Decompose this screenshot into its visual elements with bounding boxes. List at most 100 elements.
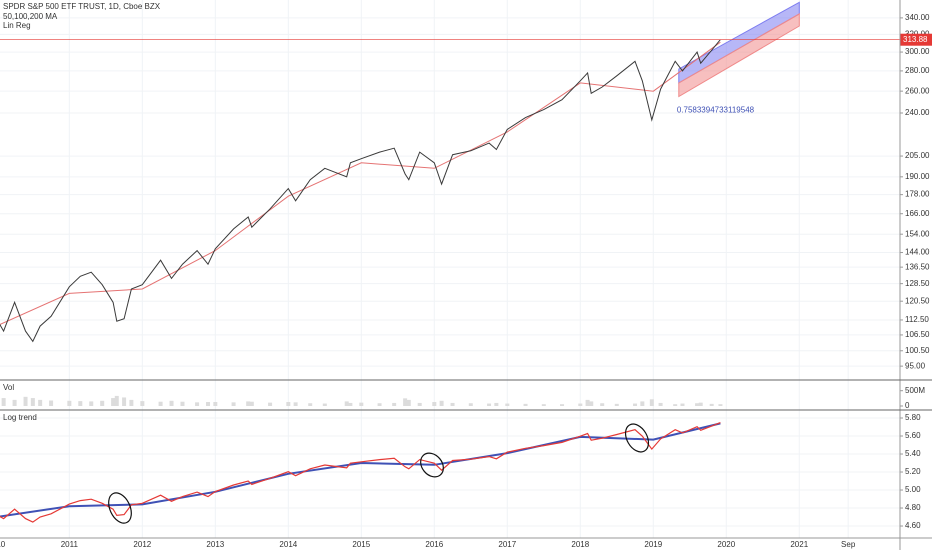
volume-bar	[600, 403, 605, 406]
volume-bar	[403, 398, 408, 406]
y-tick-label: 120.50	[905, 296, 930, 305]
volume-bar	[417, 402, 422, 406]
indicator-label: Lin Reg	[3, 21, 31, 30]
volume-bar	[78, 401, 83, 406]
x-tick-label: 2017	[498, 540, 516, 549]
volume-bar	[560, 404, 565, 406]
volume-bar	[129, 399, 134, 406]
volume-bar	[658, 402, 663, 406]
x-tick-label: 2020	[717, 540, 735, 549]
volume-bar	[649, 399, 654, 406]
y-tick-label: 106.50	[905, 330, 930, 339]
y-tick-label: 0	[905, 401, 910, 410]
price-line	[0, 39, 721, 343]
volume-bar	[680, 403, 685, 406]
volume-bar	[100, 400, 105, 406]
y-tick-label: 190.00	[905, 172, 930, 181]
volume-bar	[673, 404, 678, 406]
volume-bar	[695, 403, 700, 406]
y-tick-label: 154.00	[905, 229, 930, 238]
volume-bar	[1, 398, 6, 406]
indicator-label: 50,100,200 MA	[3, 12, 58, 21]
x-tick-label: 2012	[133, 540, 151, 549]
volume-bar	[38, 399, 43, 406]
y-tick-label: 128.50	[905, 279, 930, 288]
volume-bar	[450, 402, 455, 406]
volume-bar	[541, 404, 546, 406]
y-tick-label: 280.00	[905, 66, 930, 75]
y-tick-label: 100.50	[905, 346, 930, 355]
y-tick-label: 166.00	[905, 209, 930, 218]
volume-bar	[432, 402, 437, 406]
y-tick-label: 144.00	[905, 248, 930, 257]
volume-bar	[308, 403, 313, 406]
y-tick-label: 178.00	[905, 190, 930, 199]
x-tick-label: Sep	[841, 540, 856, 549]
chart-title: SPDR S&P 500 ETF TRUST, 1D, Cboe BZX	[3, 2, 161, 11]
highlight-ellipse	[420, 452, 444, 478]
y-tick-label: 500M	[905, 386, 925, 395]
volume-bar	[246, 401, 251, 406]
volume-bar	[359, 402, 364, 406]
volume-bar	[89, 401, 94, 406]
x-tick-label: 2018	[571, 540, 589, 549]
last-price-box	[900, 33, 932, 46]
volume-bar	[640, 401, 645, 406]
y-tick-label: 5.60	[905, 431, 921, 440]
volume-bar	[111, 398, 116, 406]
volume-bar	[468, 403, 473, 406]
x-tick-label: 2014	[279, 540, 297, 549]
y-tick-label: 95.00	[905, 361, 926, 370]
x-tick-label: 2013	[206, 540, 224, 549]
volume-bar	[67, 400, 72, 406]
marks: 340.00320.00300.00280.00260.00240.00205.…	[0, 13, 932, 549]
grid	[0, 0, 900, 538]
volume-bar	[494, 402, 499, 406]
volume-bar	[286, 402, 291, 406]
volume-bar	[213, 402, 218, 406]
x-tick-label: 2015	[352, 540, 370, 549]
y-tick-label: 136.50	[905, 262, 930, 271]
volume-bar	[392, 402, 397, 406]
volume-bar	[322, 403, 327, 406]
regression-band	[678, 13, 800, 98]
volume-bar	[698, 402, 703, 406]
volume-bar	[348, 402, 353, 406]
volume-bar	[589, 401, 594, 406]
y-tick-label: 4.60	[905, 521, 921, 530]
y-tick-label: 4.80	[905, 503, 921, 512]
x-tick-label: 2011	[61, 540, 79, 549]
volume-bar	[633, 403, 638, 406]
volume-bar	[12, 399, 17, 406]
volume-bar	[180, 401, 185, 406]
volume-bar	[709, 403, 714, 406]
volume-bar	[614, 403, 619, 406]
volume-bar	[122, 397, 127, 406]
pane-label: Log trend	[3, 413, 37, 422]
y-tick-label: 5.00	[905, 485, 921, 494]
volume-bar	[195, 402, 200, 406]
trend-line	[0, 422, 721, 518]
volume-bar	[169, 400, 174, 406]
volume-bar	[718, 404, 723, 406]
volume-bar	[585, 399, 590, 406]
x-tick-label: 2021	[790, 540, 808, 549]
volume-bar	[487, 403, 492, 406]
y-tick-label: 300.00	[905, 47, 930, 56]
volume-bar	[30, 398, 35, 406]
volume-bar	[249, 401, 254, 406]
y-tick-label: 5.20	[905, 467, 921, 476]
price-pane	[0, 1, 900, 343]
volume-bar	[206, 402, 211, 406]
volume-bar	[140, 401, 145, 406]
pane-label: Vol	[3, 383, 14, 392]
last-price-label: 313.88	[903, 35, 928, 44]
x-tick-label: 2016	[425, 540, 443, 549]
volume-bar	[268, 402, 273, 406]
volume-bar	[158, 401, 163, 406]
volume-bar	[523, 403, 528, 406]
volume-bar	[293, 402, 298, 406]
lin-reg-label: 0.7583394733119548	[677, 106, 755, 115]
volume-bar	[49, 400, 54, 406]
